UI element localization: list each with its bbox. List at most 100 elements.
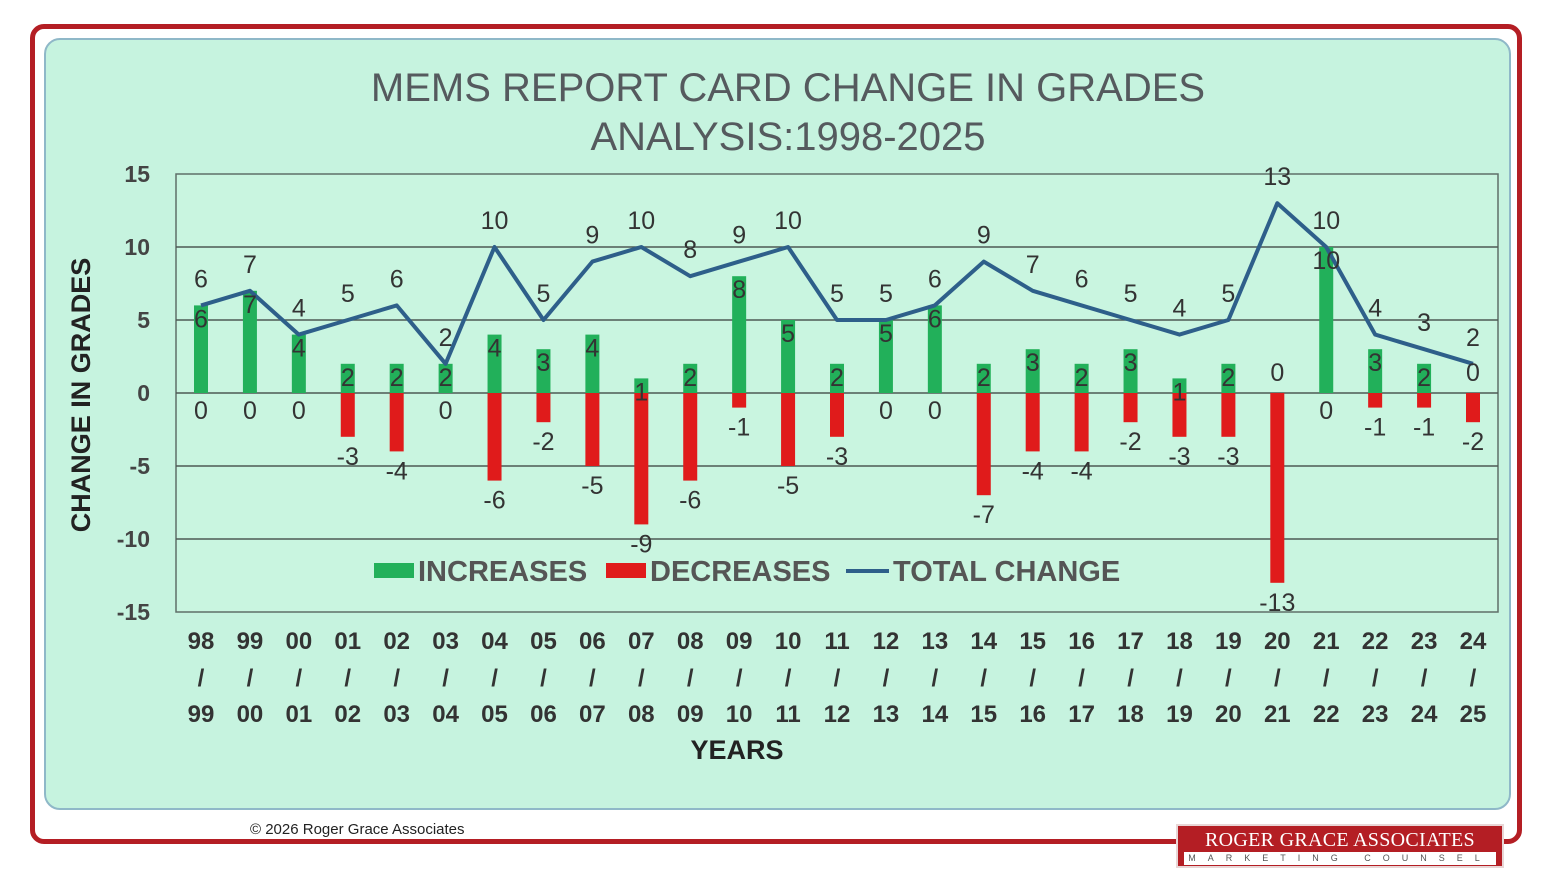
increase-label: 3 [1368,349,1382,377]
x-tick-bottom: 17 [1068,701,1095,728]
x-tick-top: 06 [579,628,606,655]
total-label: 9 [977,222,991,250]
x-tick-top: 00 [285,628,312,655]
increase-label: 6 [928,305,942,333]
decrease-label: -9 [630,530,652,558]
decrease-bar [1172,393,1187,437]
y-axis-label: CHANGE IN GRADES [66,258,96,533]
decrease-label: -3 [337,443,359,471]
increase-bar [194,305,208,393]
increase-label: 2 [390,364,404,392]
x-tick-top: 04 [481,628,508,655]
total-label: 10 [481,207,509,235]
x-tick-bottom: 12 [824,701,851,728]
increase-bar [1025,349,1040,393]
total-label: 6 [390,265,404,293]
x-tick-bottom: 15 [970,701,997,728]
x-tick-top: 21 [1313,628,1340,655]
x-tick-sep: / [834,665,841,692]
total-label: 6 [928,265,942,293]
increase-label: 4 [488,335,502,363]
increase-label: 1 [634,378,648,406]
x-tick-top: 14 [970,628,997,655]
increase-label: 2 [1221,364,1235,392]
decrease-label: 0 [1319,397,1333,425]
x-tick-top: 17 [1117,628,1144,655]
increase-bar [1417,363,1432,393]
decrease-label: -1 [728,414,750,442]
increase-label: 2 [830,364,844,392]
total-label: 6 [1075,265,1089,293]
increase-bar [927,305,942,393]
x-tick-top: 24 [1460,628,1487,655]
x-tick-top: 99 [237,628,264,655]
x-tick-bottom: 20 [1215,701,1242,728]
increase-bar [732,276,747,393]
x-tick-top: 08 [677,628,704,655]
total-label: 4 [292,295,306,323]
increase-label: 3 [1026,349,1040,377]
decrease-label: -13 [1259,589,1295,617]
increase-bar [585,334,600,393]
decrease-bar [1221,393,1236,437]
decrease-label: 0 [879,397,893,425]
x-axis-label: YEARS [690,735,783,765]
increase-bar [1074,363,1089,393]
x-tick-sep: / [932,665,939,692]
x-tick-bottom: 14 [921,701,948,728]
total-label: 7 [243,251,257,279]
increase-label: 4 [585,335,599,363]
x-tick-bottom: 02 [334,701,361,728]
increase-bar [487,334,502,393]
total-label: 7 [1026,251,1040,279]
decrease-label: 0 [243,397,257,425]
total-change-line-group [200,201,1474,366]
decrease-label: -2 [1119,428,1141,456]
increase-label: 2 [977,364,991,392]
decrease-label: -5 [581,472,603,500]
y-tick-label: -10 [117,526,150,552]
increase-bar [1123,349,1138,393]
increase-label: 7 [243,291,257,319]
total-label: 5 [1124,280,1138,308]
decrease-label: -2 [532,428,554,456]
decrease-bar [732,393,747,408]
x-tick-bottom: 09 [677,701,704,728]
increase-label: 2 [1075,364,1089,392]
increase-label: 1 [1173,378,1187,406]
increase-bar [1319,247,1334,393]
x-tick-bottom: 23 [1362,701,1389,728]
decrease-label: 0 [439,397,453,425]
total-label: 9 [732,222,746,250]
legend-label-decreases: DECREASES [650,556,831,588]
logo-tagline: MARKETING COUNSEL [1184,852,1496,865]
x-tick-bottom: 03 [383,701,410,728]
x-tick-top: 12 [873,628,900,655]
decrease-label: -1 [1364,414,1386,442]
x-tick-bottom: 99 [188,701,215,728]
decrease-bar [585,393,600,466]
decrease-bar [1466,393,1480,423]
total-label: 3 [1417,309,1431,337]
increases-bars [194,247,1432,393]
decrease-bar [487,393,502,481]
decrease-bar [1025,393,1040,452]
x-tick-sep: / [1274,665,1281,692]
x-tick-sep: / [785,665,792,692]
total-label: 2 [1466,324,1480,352]
x-tick-sep: / [1225,665,1232,692]
increase-label: 0 [1270,359,1284,387]
legend-label-total: TOTAL CHANGE [893,556,1120,588]
y-tick-label: 0 [137,380,150,406]
increase-label: 2 [341,364,355,392]
total-label: 5 [879,280,893,308]
decrease-bar [976,393,991,496]
x-tick-top: 23 [1411,628,1438,655]
x-tick-bottom: 04 [432,701,459,728]
increase-bar [242,290,257,393]
decrease-label: -2 [1462,428,1484,456]
total-label: 10 [1312,207,1340,235]
increase-bar [536,349,551,393]
increase-bar [781,320,796,393]
x-tick-bottom: 18 [1117,701,1144,728]
